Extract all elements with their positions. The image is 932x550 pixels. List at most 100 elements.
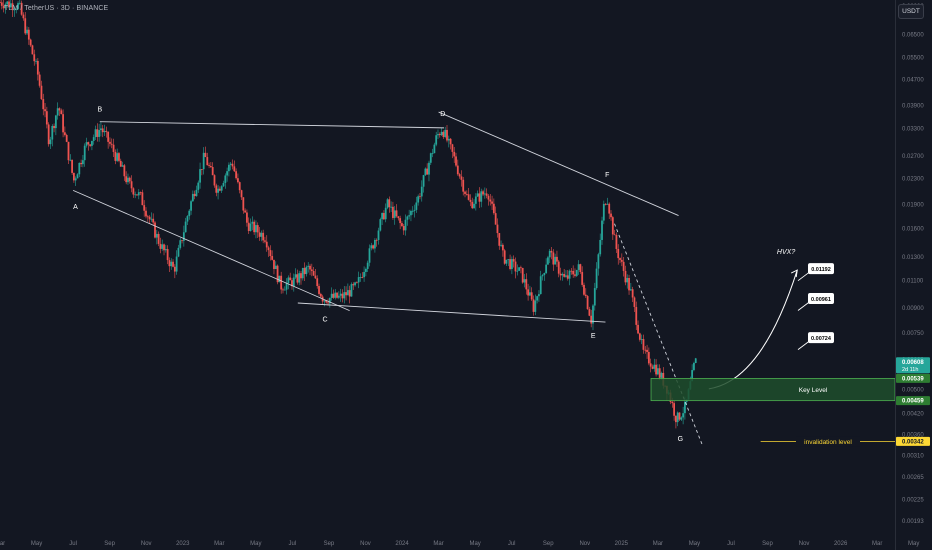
candle-body [619, 258, 621, 260]
candle-body [65, 134, 68, 142]
candle-body [693, 362, 695, 371]
candle-body [611, 217, 614, 235]
candle-body [694, 358, 697, 363]
candle-body [584, 294, 587, 297]
candle-body [190, 201, 192, 211]
price-tag [896, 373, 930, 383]
candle-body [282, 289, 284, 291]
candle-body [246, 212, 248, 223]
candle-body [437, 134, 439, 136]
candle-body [298, 273, 301, 283]
candle-body [379, 219, 382, 231]
candle-body [640, 339, 643, 340]
price-tick-label: 0.05500 [902, 56, 924, 62]
candle-body [424, 168, 427, 176]
candle-body [280, 275, 283, 290]
candle-body [307, 265, 310, 267]
candle-body [213, 175, 216, 186]
price-tag-label: 0.00539 [902, 376, 924, 382]
time-axis[interactable]: Mar May Jul Sep Nov 2023 Mar May Jul Sep Nov 2024 Ma… [0, 534, 919, 550]
candle-body [383, 212, 385, 220]
candle-body [69, 159, 72, 161]
candle-body [647, 351, 650, 364]
candle-body [224, 175, 227, 183]
candle-body [4, 4, 7, 9]
currency-button[interactable]: USDT [898, 4, 924, 19]
price-tick-label: 0.04700 [902, 77, 924, 83]
candle-body [283, 289, 286, 291]
candle-body [325, 300, 328, 303]
candle-body [678, 412, 681, 420]
candle-body [374, 239, 376, 249]
candle-body [599, 239, 602, 255]
candle-body [204, 152, 207, 158]
candle-body [482, 191, 484, 195]
price-axis[interactable]: 0.080000.065000.055000.047000.039000.033… [895, 0, 932, 550]
time-tick-label: Nov [799, 541, 810, 547]
candle-body [337, 295, 340, 298]
candle-body [476, 193, 479, 197]
price-tick-label: 0.00193 [902, 519, 924, 525]
candle-body [125, 176, 128, 183]
candle-body [231, 163, 234, 167]
candle-body [514, 261, 517, 272]
candle-body [56, 108, 59, 116]
candle-body [278, 275, 281, 283]
candle-body [285, 282, 288, 290]
candle-body [255, 225, 257, 233]
candle-body [195, 189, 198, 197]
candle-body [501, 244, 504, 251]
candle-body [608, 203, 611, 214]
candle-body [235, 171, 238, 179]
candle-body [557, 261, 560, 274]
target-box [808, 292, 834, 304]
candle-body [287, 277, 290, 283]
candle-body [393, 210, 396, 218]
candle-body [408, 215, 411, 217]
candle-body [242, 197, 245, 211]
candle-body [146, 216, 149, 218]
candle-body [354, 282, 356, 286]
candle-body [388, 199, 391, 208]
candle-body [530, 292, 533, 300]
candle-body [119, 160, 122, 167]
candle-body [0, 2, 3, 6]
candle-body [139, 192, 142, 194]
candle-body [309, 265, 311, 270]
candle-body [590, 315, 593, 324]
candle-body [105, 130, 108, 132]
candle-body [159, 243, 162, 249]
candle-body [682, 413, 685, 418]
candle-body [601, 220, 603, 240]
candle-body [433, 144, 436, 154]
candle-body [646, 349, 648, 352]
time-tick-label: Mar [214, 541, 224, 547]
time-tick-label: Jul [727, 541, 735, 547]
candle-body [85, 142, 88, 146]
candle-body [51, 125, 54, 140]
time-tick-label: May [689, 541, 700, 547]
candle-body [503, 250, 506, 264]
candle-body [240, 190, 243, 198]
zones-layer: Key Level invalidation level [650, 378, 896, 447]
time-tick-label: May [31, 541, 42, 547]
candle-body [644, 349, 647, 351]
candle-body [597, 254, 600, 269]
price-tick-label: 0.00360 [902, 433, 924, 439]
candle-body [42, 99, 45, 110]
candle-body [570, 270, 573, 272]
candle-body [651, 366, 654, 369]
candle-body [631, 289, 634, 298]
candle-body [397, 216, 400, 219]
chart-title: TLM / TetherUS · 3D · BINANCE [4, 5, 109, 12]
candle-body [438, 134, 441, 136]
price-tag-label: 0.00459 [902, 399, 924, 405]
candle-body [352, 284, 355, 286]
candle-body [402, 226, 405, 231]
candle-body [543, 273, 546, 276]
candle-body [446, 129, 448, 141]
candle-body [691, 370, 694, 382]
time-tick-label: 2023 [176, 541, 190, 547]
price-tick-label: 0.02700 [902, 154, 924, 160]
